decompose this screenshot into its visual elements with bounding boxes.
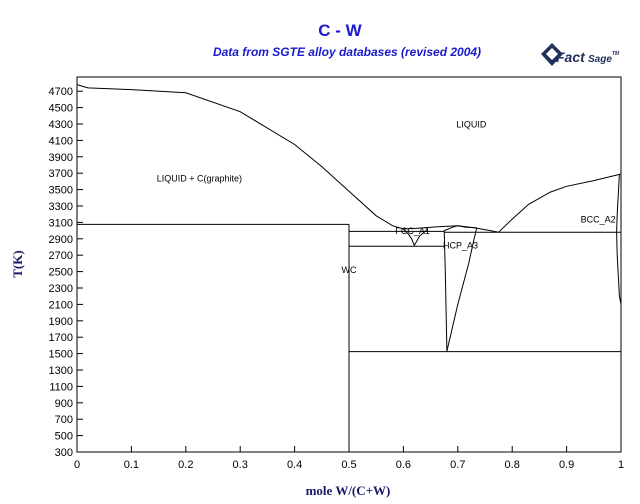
chart-title: C - W (318, 21, 362, 40)
x-tick-label: 0.8 (505, 459, 520, 471)
y-tick-label: 700 (55, 414, 73, 426)
x-axis-label: mole W/(C+W) (306, 483, 391, 498)
region-label-2: FCC_A1 (395, 226, 430, 236)
y-tick-label: 4300 (49, 119, 73, 131)
y-tick-label: 1100 (49, 381, 73, 393)
x-tick-label: 1 (618, 459, 624, 471)
x-tick-label: 0.9 (559, 459, 574, 471)
y-axis-ticks: 300 500 700 900 1100 1300 1500 1700 1900 2100 2300… (49, 86, 83, 459)
y-axis-label: T(K) (10, 250, 25, 277)
y-tick-label: 3900 (49, 152, 73, 164)
x-tick-label: 0 (74, 459, 80, 471)
y-tick-label: 1700 (49, 332, 73, 344)
logo-text-main: Fact (556, 49, 586, 65)
logo-text-secondary: Sage (588, 54, 612, 65)
phase-boundary-6 (444, 225, 477, 232)
phase-boundary-7 (616, 173, 622, 305)
y-tick-label: 2100 (49, 299, 73, 311)
phase-boundary-5 (446, 227, 478, 352)
chart-subtitle: Data from SGTE alloy databases (revised … (213, 45, 481, 59)
region-label-3: HCP_A3 (443, 241, 478, 251)
y-tick-label: 900 (55, 398, 73, 410)
x-tick-label: 0.4 (287, 459, 302, 471)
x-tick-label: 0.5 (341, 459, 356, 471)
y-tick-label: 2500 (49, 267, 73, 279)
y-tick-label: 3100 (49, 217, 73, 229)
phase-boundary-4 (443, 230, 448, 352)
y-tick-label: 1500 (49, 349, 73, 361)
region-labels: LIQUID LIQUID + C(graphite) FCC_A1 HCP_A3 BC… (157, 119, 616, 275)
logo-trademark: TM (612, 51, 620, 57)
x-tick-label: 0.3 (233, 459, 248, 471)
y-tick-label: 2700 (49, 250, 73, 262)
y-tick-label: 4700 (49, 86, 73, 98)
x-axis-ticks: 0 0.1 0.2 0.3 0.4 0.5 0.6 0.7 0.8 0.9 1 (74, 446, 624, 471)
y-tick-label: 300 (55, 447, 73, 459)
region-label-4: BCC_A2 (581, 214, 616, 224)
logo-mark-highlight-icon (546, 48, 558, 60)
x-tick-label: 0.1 (124, 459, 139, 471)
region-label-1: LIQUID + C(graphite) (157, 173, 242, 183)
region-label-0: LIQUID (456, 119, 487, 129)
x-tick-label: 0.6 (396, 459, 411, 471)
phase-boundary-0 (76, 84, 404, 230)
y-tick-label: 3700 (49, 168, 73, 180)
y-tick-label: 4100 (49, 135, 73, 147)
y-tick-label: 2300 (49, 283, 73, 295)
phase-boundary-2 (498, 173, 622, 233)
y-tick-label: 1900 (49, 316, 73, 328)
factsage-logo: Fact Sage TM (541, 43, 620, 66)
y-tick-label: 2900 (49, 234, 73, 246)
y-tick-label: 500 (55, 431, 73, 443)
region-label-5: WC (342, 265, 357, 275)
phase-boundaries (76, 84, 622, 452)
y-tick-label: 1300 (49, 365, 73, 377)
x-tick-label: 0.2 (178, 459, 193, 471)
y-tick-label: 3500 (49, 185, 73, 197)
y-tick-label: 4500 (49, 103, 73, 115)
x-tick-label: 0.7 (450, 459, 465, 471)
y-tick-label: 3300 (49, 201, 73, 213)
